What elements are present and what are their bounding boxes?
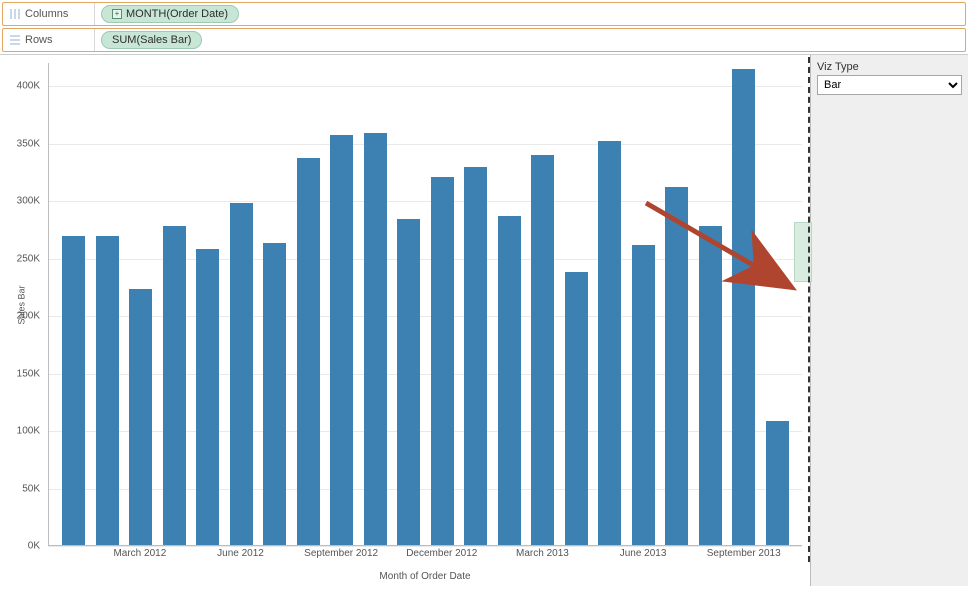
rows-shelf-icon [9,34,21,46]
columns-shelf-label: Columns [25,8,68,20]
x-tick-slot [660,548,694,564]
main-area: Sales Bar 0K50K100K150K200K250K300K350K4… [0,55,968,586]
rows-shelf-label: Rows [25,34,53,46]
x-tick-slot: September 2012 [324,548,358,564]
bar[interactable] [565,272,588,545]
bar-slot [258,63,292,545]
chart-panel: Sales Bar 0K50K100K150K200K250K300K350K4… [0,55,810,586]
bar[interactable] [464,167,487,545]
bar[interactable] [263,243,286,545]
x-tick-slot [157,548,191,564]
bar-slot [660,63,694,545]
bar[interactable] [732,69,755,545]
bar[interactable] [297,158,320,545]
bars-container [49,63,802,545]
x-axis-title: Month of Order Date [48,571,802,582]
bar-slot [325,63,359,545]
bar-slot [91,63,125,545]
bar[interactable] [230,203,253,545]
x-tick-slot: December 2012 [425,548,459,564]
bar[interactable] [196,249,219,545]
x-tick-slot: June 2012 [224,548,258,564]
bar[interactable] [163,226,186,545]
bar-slot [761,63,795,545]
side-panel: Viz Type Bar [810,55,968,586]
bar[interactable] [498,216,521,545]
x-ticks: March 2012 June 2012 September 2012 Decembe… [48,548,802,564]
rows-shelf[interactable]: Rows SUM(Sales Bar) [2,28,966,52]
bar[interactable] [364,133,387,545]
bar[interactable] [96,236,119,545]
y-axis-title: Sales Bar [17,285,27,324]
bar-slot [392,63,426,545]
bar-slot [593,63,627,545]
rows-pill-label: SUM(Sales Bar) [112,34,191,46]
x-tick-slot: March 2012 [123,548,157,564]
bar[interactable] [632,245,655,545]
bar-slot [426,63,460,545]
bar-slot [57,63,91,545]
bar-slot [493,63,527,545]
columns-shelf-label-cell: Columns [3,3,95,25]
bar-slot [627,63,661,545]
bar[interactable] [531,155,554,545]
bar[interactable] [62,236,85,545]
rows-pill[interactable]: SUM(Sales Bar) [101,31,202,49]
shelves-area: Columns + MONTH(Order Date) Rows SUM(Sal… [0,2,968,55]
gridline [48,546,802,547]
bar-slot [158,63,192,545]
expand-icon[interactable]: + [112,9,122,19]
bar-slot [191,63,225,545]
bar-slot [124,63,158,545]
columns-shelf[interactable]: Columns + MONTH(Order Date) [2,2,966,26]
plot-area[interactable] [48,63,802,546]
viz-type-label: Viz Type [817,61,962,73]
bar-slot [459,63,493,545]
bar-slot [560,63,594,545]
bar-slot [359,63,393,545]
bar[interactable] [129,289,152,545]
bar[interactable] [431,177,454,545]
viz-type-select[interactable]: Bar [817,75,962,95]
chart-inner: Sales Bar 0K50K100K150K200K250K300K350K4… [0,55,810,586]
bar[interactable] [766,421,789,545]
bar[interactable] [665,187,688,545]
bar-slot [225,63,259,545]
x-tick-slot [459,548,493,564]
x-tick-slot [257,548,291,564]
bar[interactable] [699,226,722,545]
x-tick-slot [760,548,794,564]
bar[interactable] [397,219,420,545]
bar-slot [694,63,728,545]
rows-shelf-label-cell: Rows [3,29,95,51]
bar[interactable] [330,135,353,545]
columns-pill[interactable]: + MONTH(Order Date) [101,5,239,23]
bar-slot [526,63,560,545]
x-tick-slot: March 2013 [526,548,560,564]
x-tick-slot: June 2013 [626,548,660,564]
bar[interactable] [598,141,621,545]
x-tick-slot [56,548,90,564]
x-tick-slot [559,548,593,564]
bar-slot [727,63,761,545]
forecast-divider [808,57,810,562]
y-axis: Sales Bar [0,63,48,546]
x-tick-slot: September 2013 [727,548,761,564]
x-tick-slot [358,548,392,564]
columns-shelf-icon [9,8,21,20]
bar-slot [292,63,326,545]
columns-pill-label: MONTH(Order Date) [126,8,228,20]
